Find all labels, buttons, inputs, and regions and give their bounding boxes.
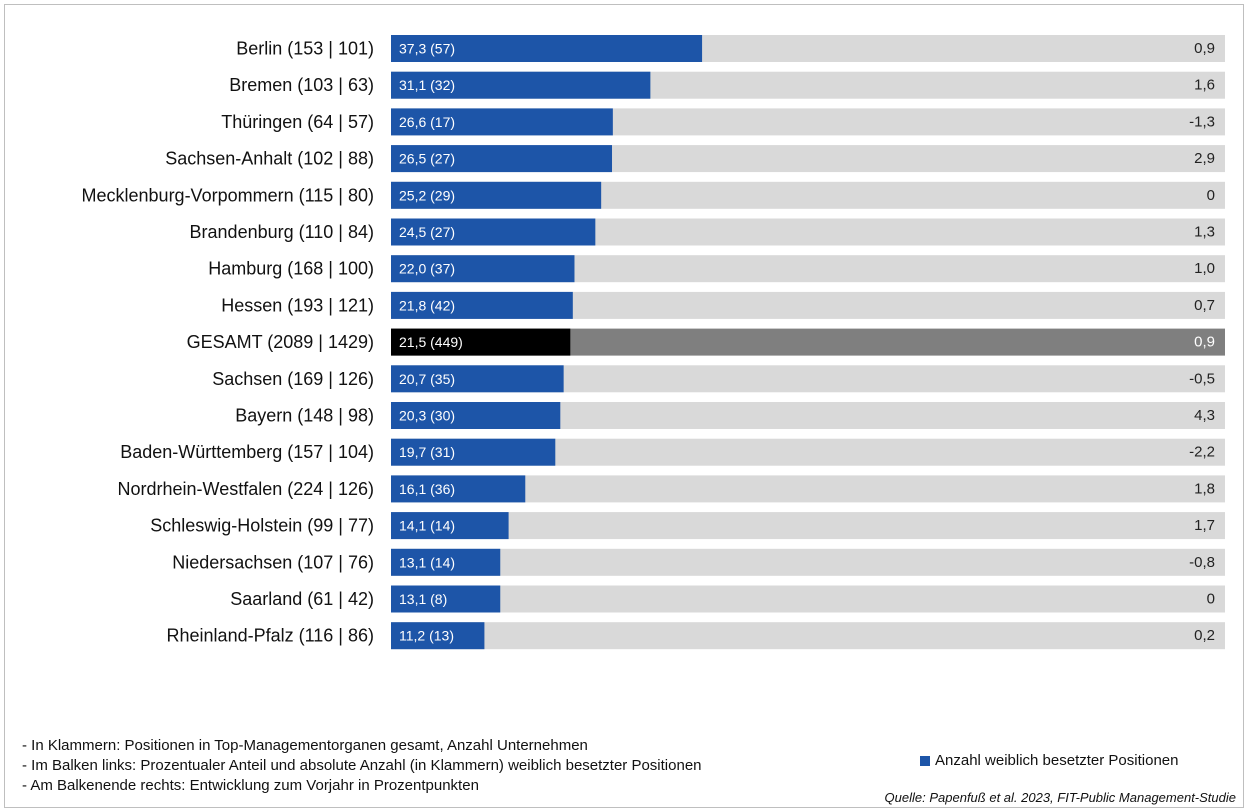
bar bbox=[391, 108, 613, 136]
bar bbox=[391, 255, 575, 283]
category-label: Berlin (153 | 101) bbox=[236, 39, 374, 59]
bar bbox=[391, 181, 602, 209]
delta-label: 1,6 bbox=[1194, 77, 1215, 94]
bar bbox=[391, 512, 509, 540]
note-line: - In Klammern: Positionen in Top-Managem… bbox=[22, 737, 588, 754]
value-label: 31,1 (32) bbox=[399, 77, 455, 93]
chart-notes: - In Klammern: Positionen in Top-Managem… bbox=[22, 736, 702, 796]
category-label: Mecklenburg-Vorpommern (115 | 80) bbox=[82, 185, 374, 205]
delta-label: 1,8 bbox=[1194, 480, 1215, 497]
source-note: Quelle: Papenfuß et al. 2023, FIT-Public… bbox=[884, 790, 1236, 805]
bar bbox=[391, 438, 556, 466]
value-label: 13,1 (8) bbox=[399, 591, 447, 607]
delta-label: 0,9 bbox=[1194, 334, 1215, 351]
delta-label: 1,3 bbox=[1194, 224, 1215, 241]
category-label: Brandenburg (110 | 84) bbox=[190, 222, 374, 242]
delta-label: 4,3 bbox=[1194, 407, 1215, 424]
bar-track bbox=[391, 585, 1225, 613]
category-label: Schleswig-Holstein (99 | 77) bbox=[150, 516, 374, 536]
bar bbox=[391, 35, 703, 62]
category-label: Bayern (148 | 98) bbox=[235, 406, 374, 426]
bar-track bbox=[391, 512, 1225, 540]
category-label: Rheinland-Pfalz (116 | 86) bbox=[167, 626, 374, 646]
bar bbox=[391, 585, 501, 613]
bar-track bbox=[391, 548, 1225, 576]
category-label: Nordrhein-Westfalen (224 | 126) bbox=[118, 479, 374, 499]
value-label: 37,3 (57) bbox=[399, 41, 455, 57]
bar bbox=[391, 475, 526, 503]
bar bbox=[391, 71, 651, 99]
delta-label: 0,2 bbox=[1194, 627, 1215, 644]
delta-label: 2,9 bbox=[1194, 150, 1215, 167]
bar-track bbox=[391, 475, 1225, 503]
legend-swatch bbox=[920, 755, 930, 766]
delta-label: 0 bbox=[1207, 591, 1215, 608]
value-label: 24,5 (27) bbox=[399, 224, 455, 240]
value-label: 13,1 (14) bbox=[399, 554, 455, 570]
category-label: GESAMT (2089 | 1429) bbox=[187, 332, 374, 352]
bar bbox=[391, 328, 571, 356]
category-label: Niedersachsen (107 | 76) bbox=[172, 552, 374, 572]
category-label: Hessen (193 | 121) bbox=[221, 295, 374, 315]
value-label: 26,6 (17) bbox=[399, 114, 455, 130]
delta-label: -0,5 bbox=[1189, 370, 1215, 387]
value-label: 20,3 (30) bbox=[399, 408, 455, 424]
value-label: 21,5 (449) bbox=[399, 334, 463, 350]
delta-label: 0,7 bbox=[1194, 297, 1215, 314]
category-label: Bremen (103 | 63) bbox=[229, 75, 374, 95]
bar bbox=[391, 365, 564, 393]
value-label: 26,5 (27) bbox=[399, 151, 455, 167]
value-label: 14,1 (14) bbox=[399, 518, 455, 534]
bar bbox=[391, 402, 561, 429]
value-label: 22,0 (37) bbox=[399, 261, 455, 277]
delta-label: 0 bbox=[1207, 187, 1215, 204]
bar bbox=[391, 622, 485, 650]
category-label: Sachsen-Anhalt (102 | 88) bbox=[165, 149, 374, 169]
delta-label: -1,3 bbox=[1189, 113, 1215, 130]
category-label: Saarland (61 | 42) bbox=[230, 589, 374, 609]
category-label: Baden-Württemberg (157 | 104) bbox=[120, 442, 374, 462]
value-label: 25,2 (29) bbox=[399, 187, 455, 203]
legend-label: Anzahl weiblich besetzter Positionen bbox=[935, 752, 1179, 769]
legend: Anzahl weiblich besetzter Positionen bbox=[920, 752, 1178, 769]
value-label: 20,7 (35) bbox=[399, 371, 455, 387]
category-label: Thüringen (64 | 57) bbox=[221, 112, 374, 132]
note-line: - Am Balkenende rechts: Entwicklung zum … bbox=[22, 777, 479, 794]
delta-label: 1,7 bbox=[1194, 517, 1215, 534]
bar bbox=[391, 218, 596, 246]
value-label: 21,8 (42) bbox=[399, 297, 455, 313]
delta-label: -2,2 bbox=[1189, 444, 1215, 461]
bar-track bbox=[391, 622, 1225, 650]
bar bbox=[391, 291, 573, 319]
note-line: - Im Balken links: Prozentualer Anteil u… bbox=[22, 757, 702, 774]
value-label: 16,1 (36) bbox=[399, 481, 455, 497]
value-label: 19,7 (31) bbox=[399, 444, 455, 460]
bar bbox=[391, 145, 613, 173]
category-label: Sachsen (169 | 126) bbox=[212, 369, 374, 389]
bar bbox=[391, 548, 501, 576]
category-label: Hamburg (168 | 100) bbox=[208, 259, 374, 279]
delta-label: 1,0 bbox=[1194, 260, 1215, 277]
bar-chart: Berlin (153 | 101) 37,3 (57) 0,9 Bremen (10… bbox=[82, 35, 1225, 650]
delta-label: -0,8 bbox=[1189, 554, 1215, 571]
delta-label: 0,9 bbox=[1194, 40, 1215, 57]
value-label: 11,2 (13) bbox=[399, 628, 454, 644]
